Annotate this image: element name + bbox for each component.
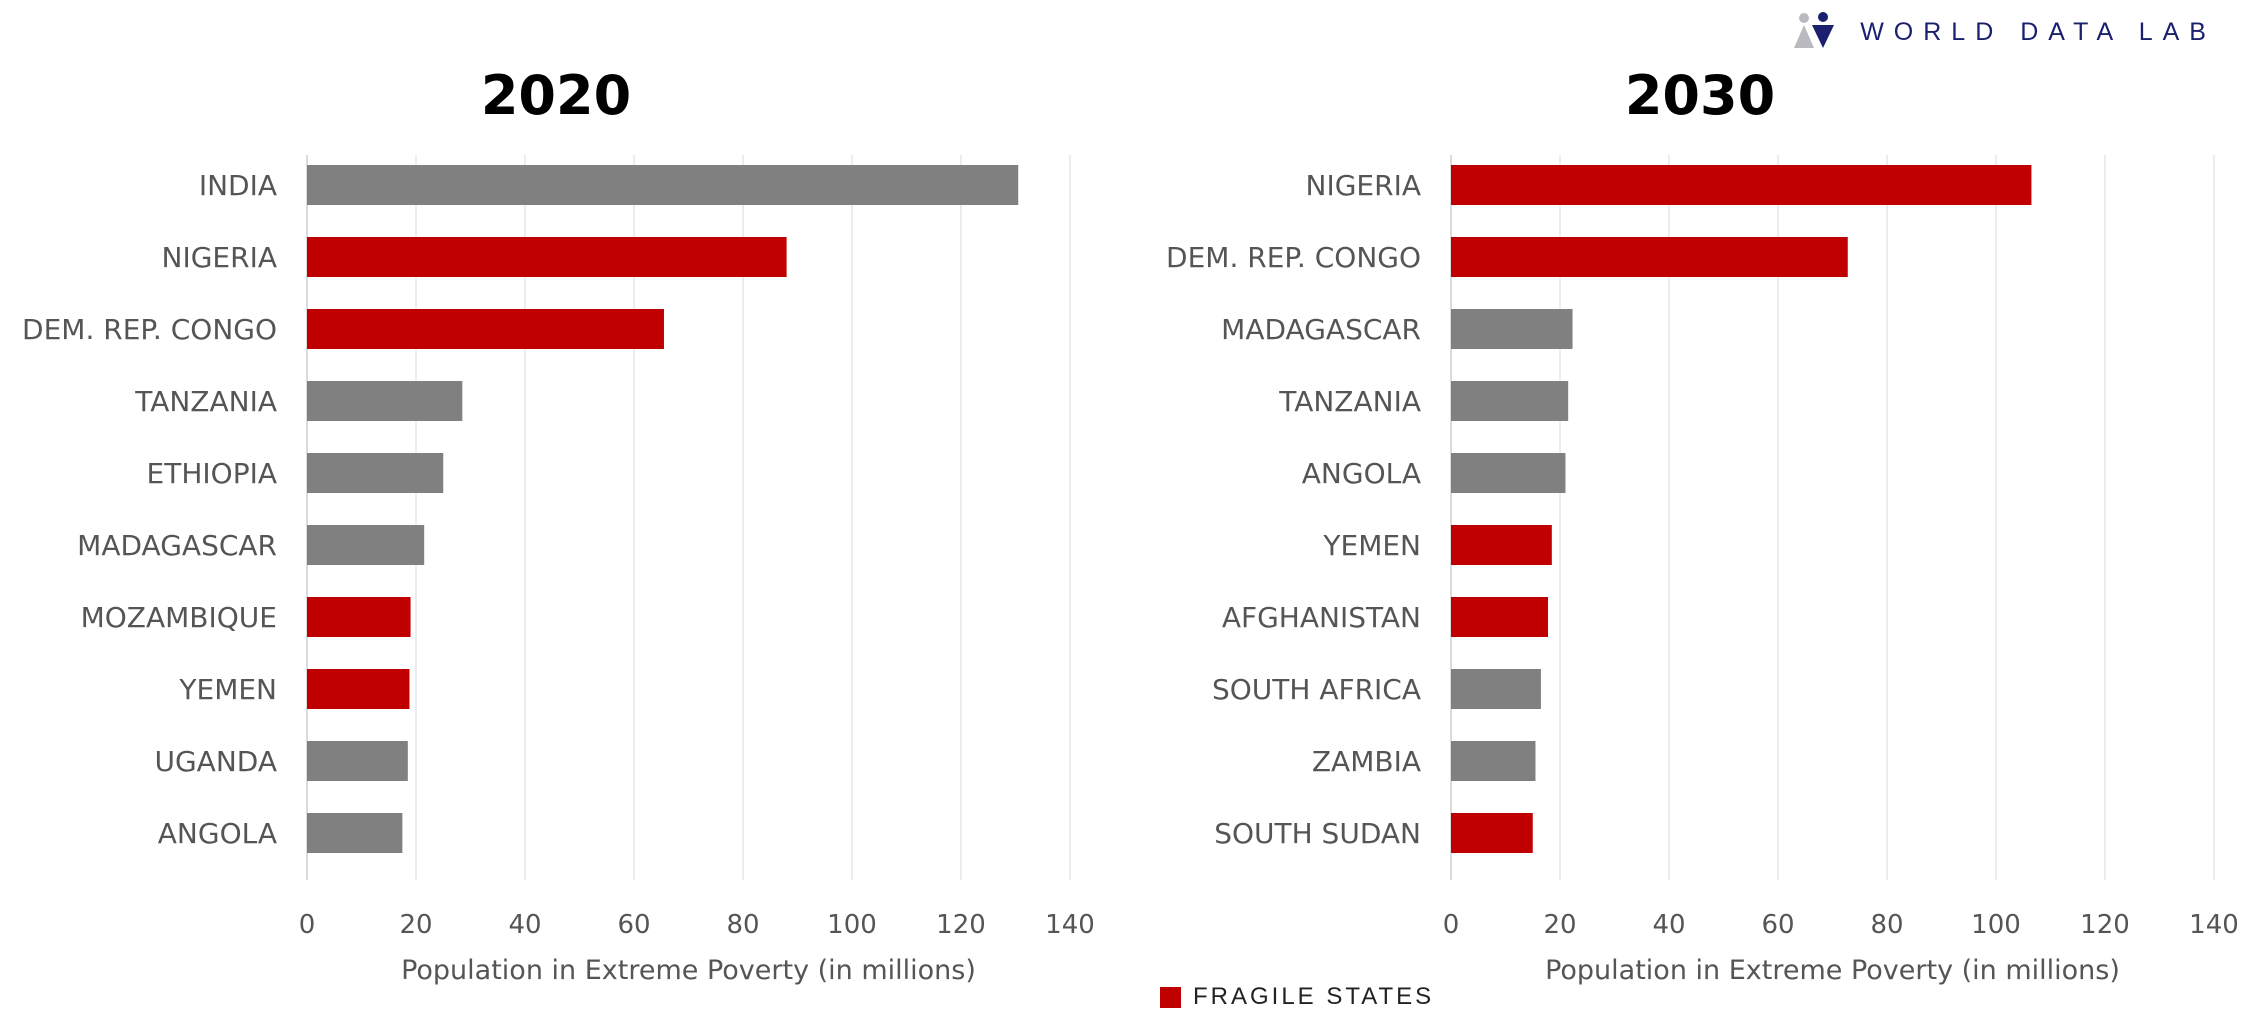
category-label: ETHIOPIA	[147, 457, 277, 490]
x-tick-label: 40	[1652, 910, 1685, 940]
category-label: DEM. REP. CONGO	[22, 313, 277, 346]
x-tick-label: 0	[1443, 910, 1460, 940]
chart-title: 2020	[481, 64, 631, 127]
category-label: UGANDA	[154, 745, 277, 778]
legend-swatch	[1160, 986, 1181, 1008]
x-tick-label: 0	[299, 910, 316, 940]
category-label: TANZANIA	[1278, 385, 1421, 418]
bar	[307, 597, 411, 637]
category-label: NIGERIA	[1306, 169, 1421, 202]
x-tick-label: 140	[2189, 910, 2239, 940]
x-tick-label: 100	[827, 910, 877, 940]
category-label: SOUTH AFRICA	[1212, 673, 1421, 706]
bar	[307, 309, 664, 349]
x-tick-label: 20	[399, 910, 432, 940]
bar	[1451, 453, 1566, 493]
bar	[1451, 381, 1569, 421]
x-tick-label: 80	[726, 910, 759, 940]
bar	[307, 453, 444, 493]
bar	[307, 669, 410, 709]
x-axis-label: Population in Extreme Poverty (in millio…	[401, 955, 976, 986]
bar	[307, 237, 787, 277]
bar	[1451, 309, 1573, 349]
bar	[307, 165, 1019, 205]
category-label: YEMEN	[178, 673, 277, 706]
bar	[1451, 525, 1552, 565]
x-tick-label: 60	[617, 910, 650, 940]
category-label: MADAGASCAR	[1221, 313, 1421, 346]
category-label: DEM. REP. CONGO	[1166, 241, 1421, 274]
category-label: ANGOLA	[1302, 457, 1421, 490]
legend: FRAGILE STATES	[1160, 983, 1434, 1011]
category-label: ANGOLA	[158, 817, 277, 850]
bar	[1451, 813, 1533, 853]
bar	[1451, 741, 1536, 781]
brand-name: WORLD DATA LAB	[1860, 17, 2216, 46]
x-tick-label: 100	[1971, 910, 2021, 940]
category-label: MADAGASCAR	[77, 529, 277, 562]
bar	[1451, 597, 1549, 637]
world-data-lab-logo-icon	[1794, 12, 1835, 48]
x-tick-label: 120	[2080, 910, 2130, 940]
category-label: MOZAMBIQUE	[81, 601, 277, 634]
category-label: AFGHANISTAN	[1222, 601, 1421, 634]
x-tick-label: 20	[1543, 910, 1576, 940]
category-label: INDIA	[199, 169, 277, 202]
bar	[307, 525, 425, 565]
bar	[1451, 165, 2032, 205]
bar	[1451, 237, 1848, 277]
category-label: ZAMBIA	[1312, 745, 1421, 778]
bar	[307, 813, 403, 853]
x-tick-label: 120	[936, 910, 986, 940]
bar	[307, 381, 463, 421]
x-tick-label: 140	[1045, 910, 1095, 940]
category-label: NIGERIA	[162, 241, 277, 274]
category-label: TANZANIA	[134, 385, 277, 418]
category-label: YEMEN	[1322, 529, 1421, 562]
legend-label: FRAGILE STATES	[1193, 983, 1435, 1010]
brand-logo: WORLD DATA LAB	[1790, 12, 2216, 52]
chart-title: 2030	[1625, 64, 1775, 127]
x-axis-label: Population in Extreme Poverty (in millio…	[1545, 955, 2120, 986]
bar	[1451, 669, 1541, 709]
x-tick-label: 80	[1870, 910, 1903, 940]
category-label: SOUTH SUDAN	[1214, 817, 1421, 850]
x-tick-label: 60	[1761, 910, 1794, 940]
x-tick-label: 40	[508, 910, 541, 940]
bar	[307, 741, 408, 781]
